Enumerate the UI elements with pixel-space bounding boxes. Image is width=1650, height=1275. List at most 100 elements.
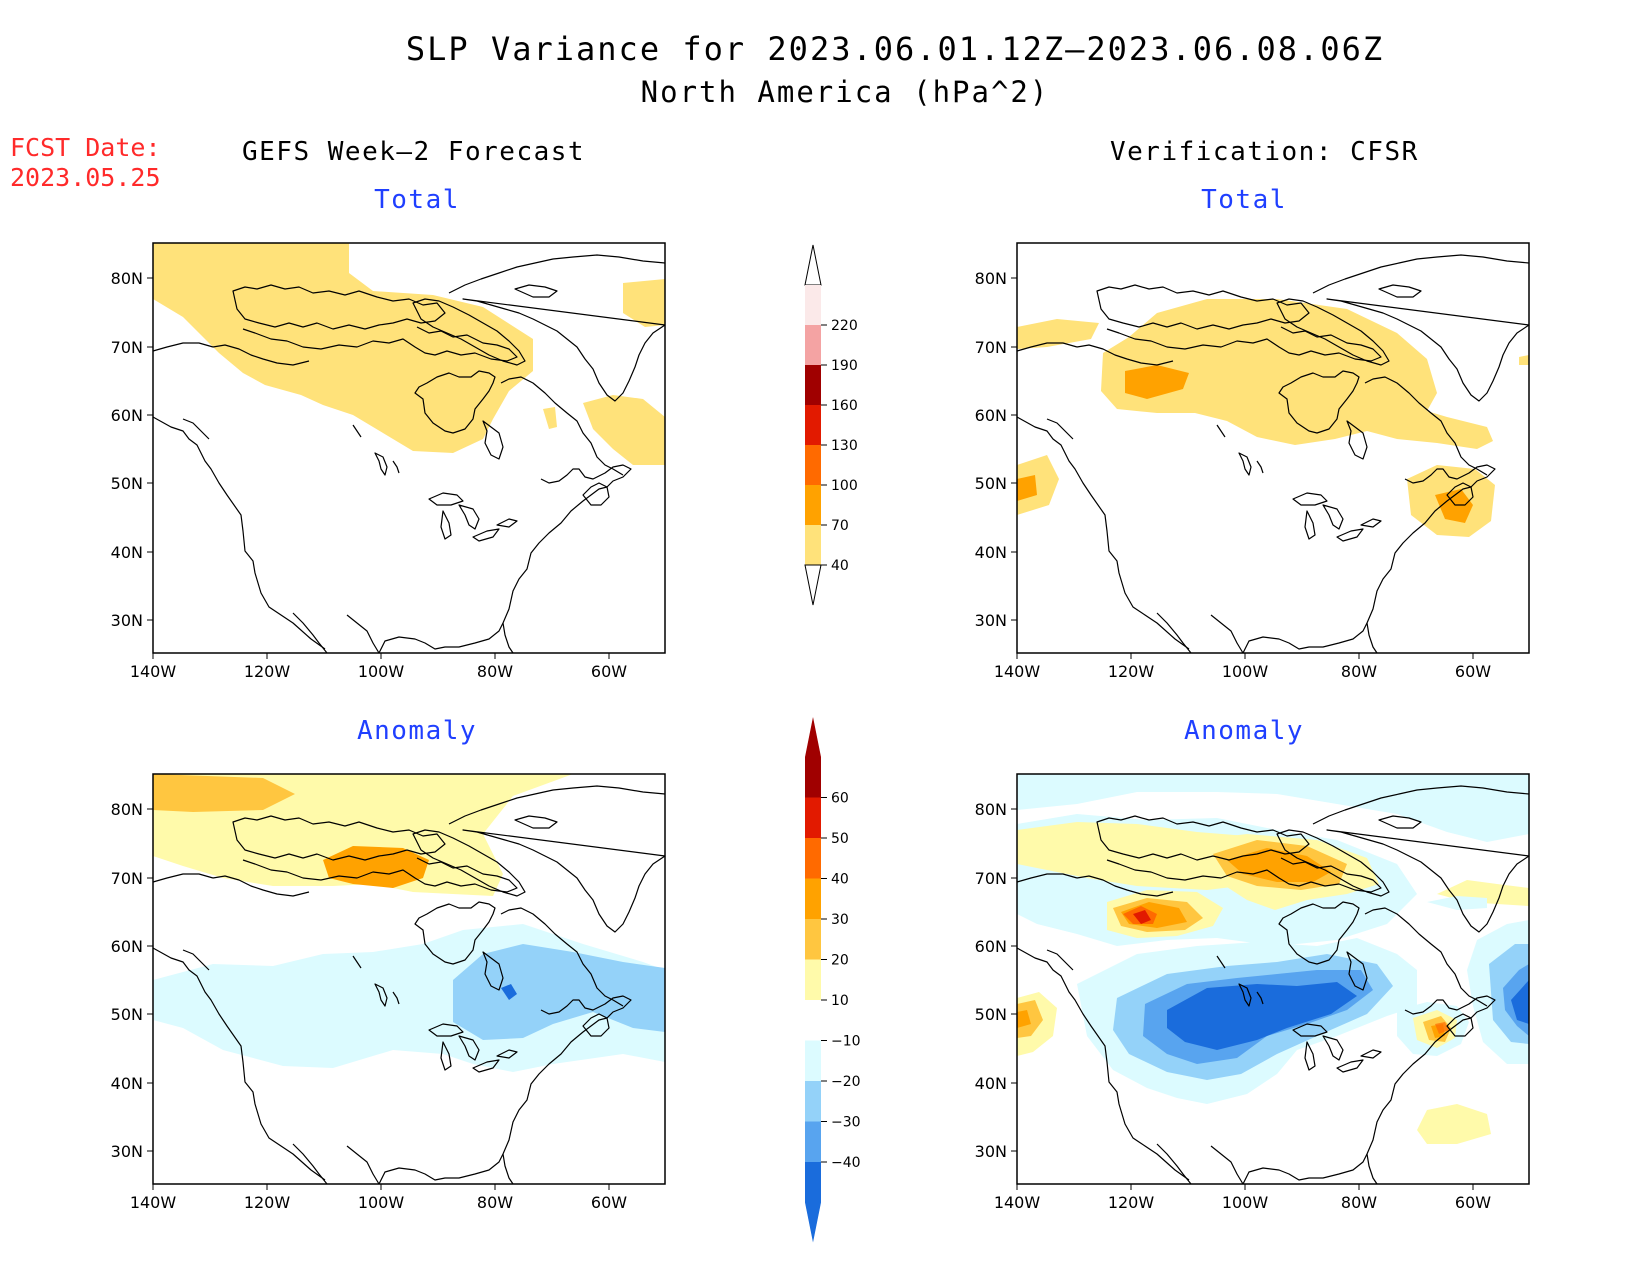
lat-label: 50N [975,474,1007,493]
colorbar-swatch [805,445,821,485]
map-verification-anomaly [1016,773,1530,1185]
lon-label: 100W [358,662,405,681]
lon-label: 100W [1222,662,1269,681]
lat-label: 30N [111,611,143,630]
colorbar-swatch [805,1121,821,1162]
colorbar-label: 220 [831,318,858,334]
colorbar-swatch [805,838,821,879]
colorbar-label: 100 [831,478,858,494]
lat-label: 30N [111,1142,143,1161]
contour-fill-verification-total [1017,299,1529,537]
colorbar-swatch [805,878,821,919]
contour-fill-forecast-total [153,243,665,465]
colorbar-tip-bottom [804,564,822,606]
map-forecast-total [152,242,666,654]
colorbar-label: 40 [831,872,849,888]
lat-label: 70N [111,338,143,357]
panel-title-forecast-anomaly: Anomaly [356,716,478,746]
lat-label: 30N [975,1142,1007,1161]
lat-label: 80N [975,269,1007,288]
colorbar-swatch [805,325,821,365]
lon-label: 80W [1341,662,1377,681]
colorbar-label: 160 [831,398,858,414]
lon-label: 60W [591,1193,627,1212]
colorbar-tip-top [804,244,822,286]
left-column-title: GEFS Week–2 Forecast [242,137,586,167]
right-column-title: Verification: CFSR [1110,137,1419,167]
lat-label: 30N [975,611,1007,630]
colorbar-label: 20 [831,953,849,969]
lon-label: 120W [1108,1193,1155,1212]
panel-title-verification-anomaly: Anomaly [1183,716,1305,746]
lon-label: 60W [1455,1193,1491,1212]
lon-label: 80W [477,1193,513,1212]
lon-label: 120W [1108,662,1155,681]
panel-title-forecast-total: Total [374,185,460,215]
colorbar-swatch [805,1081,821,1122]
colorbar-swatch [805,1162,821,1203]
colorbar-swatch [805,1000,821,1041]
lon-label: 140W [130,1193,177,1212]
colorbar-label: −10 [831,1034,861,1050]
colorbar-label: −20 [831,1074,861,1090]
lat-label: 40N [975,1074,1007,1093]
lon-label: 140W [994,662,1041,681]
lat-label: 50N [111,474,143,493]
colorbar-tip-top [805,717,821,757]
colorbar-label: 60 [831,791,849,807]
lon-label: 100W [1222,1193,1269,1212]
lat-label: 40N [111,1074,143,1093]
lat-label: 70N [111,869,143,888]
lat-label: 60N [111,937,143,956]
colorbar-swatch [805,757,821,798]
lon-label: 60W [1455,662,1491,681]
lon-label: 80W [1341,1193,1377,1212]
colorbar-swatch [805,919,821,960]
lon-label: 60W [591,662,627,681]
lon-label: 80W [477,662,513,681]
colorbar-swatch [805,959,821,1000]
colorbar-anomaly: 60 50 40 30 20 10 −10 −20 −30 −40 [805,717,861,1243]
subtitle: North America (hPa^2) [640,75,1050,109]
colorbar-label: −30 [831,1115,861,1131]
contour-fill-verification-anomaly [1017,774,1529,1144]
lat-label: 60N [975,406,1007,425]
lat-label: 80N [111,269,143,288]
colorbar-label: 40 [831,558,849,574]
map-verification-total [1016,242,1530,654]
lon-label: 140W [130,662,177,681]
colorbar-tip-bottom [805,1202,821,1243]
lat-label: 60N [975,937,1007,956]
lat-label: 80N [111,800,143,819]
colorbar-label: 30 [831,912,849,928]
lon-label: 100W [358,1193,405,1212]
lat-label: 50N [975,1005,1007,1024]
colorbar-label: 70 [831,518,849,534]
lon-label: 140W [994,1193,1041,1212]
colorbar-label: 50 [831,831,849,847]
lat-label: 60N [111,406,143,425]
lat-label: 40N [111,543,143,562]
fcst-date-label: FCST Date: [10,133,161,162]
colorbar-swatch [805,485,821,525]
colorbar-total: 220 190 160 130 100 70 40 [804,244,858,606]
colorbar-label: −40 [831,1155,861,1171]
lat-label: 40N [975,543,1007,562]
colorbar-swatch [805,285,821,325]
lon-label: 120W [244,1193,291,1212]
main-title: SLP Variance for 2023.06.01.12Z–2023.06.… [405,30,1385,68]
lat-label: 50N [111,1005,143,1024]
map-axes: 80N 70N 60N 50N 40N 30N 140W 120W 100W 80W 60W 80N 7… [111,269,1492,1212]
colorbar-swatch [805,797,821,838]
colorbar-swatch [805,525,821,565]
colorbar-label: 10 [831,993,849,1009]
colorbar-swatch [805,405,821,445]
lat-label: 80N [975,800,1007,819]
lon-label: 120W [244,662,291,681]
fcst-date-value: 2023.05.25 [10,163,161,192]
panel-title-verification-total: Total [1201,185,1287,215]
lat-label: 70N [975,869,1007,888]
map-forecast-anomaly [152,773,666,1185]
colorbar-swatch [805,1040,821,1081]
